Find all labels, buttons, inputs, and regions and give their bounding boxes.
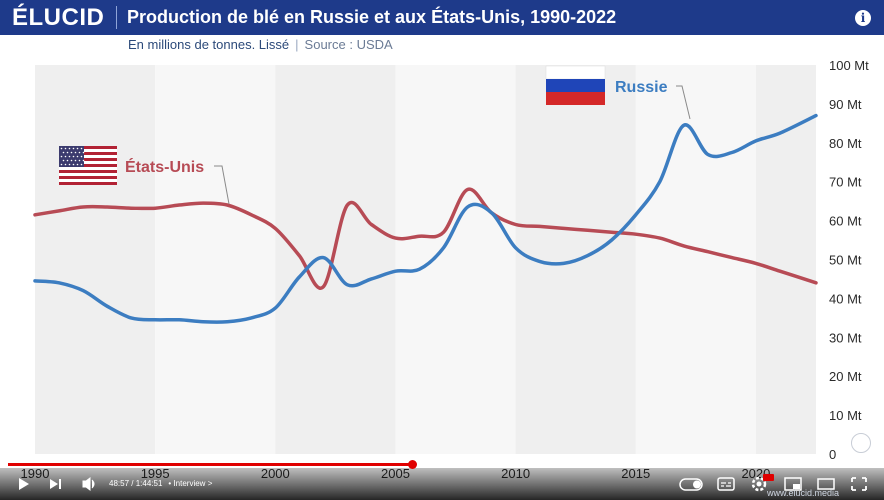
header-separator <box>116 6 117 29</box>
y-tick-label: 50 Mt <box>829 253 862 268</box>
subtitles-icon[interactable] <box>717 477 735 491</box>
time-display: 48:57 / 1:44:51 • Interview > <box>109 479 213 488</box>
progress-fill <box>8 463 413 466</box>
y-tick-label: 60 Mt <box>829 214 862 229</box>
year-band <box>275 65 396 454</box>
theater-icon[interactable] <box>817 478 835 490</box>
y-tick-label: 40 Mt <box>829 291 862 306</box>
next-icon[interactable] <box>50 479 61 489</box>
toggle-icon[interactable] <box>679 478 703 491</box>
y-tick-label: 100 Mt <box>829 58 869 73</box>
chart-header: ÉLUCID Production de blé en Russie et au… <box>0 0 884 35</box>
miniplayer-icon[interactable] <box>784 477 802 491</box>
y-tick-label: 20 Mt <box>829 369 862 384</box>
y-tick-label: 80 Mt <box>829 136 862 151</box>
year-bands <box>35 65 816 454</box>
year-band <box>755 65 816 454</box>
elucid-logo: ÉLUCID <box>12 4 105 31</box>
y-tick-label: 90 Mt <box>829 97 862 112</box>
russia-label: Russie <box>615 79 668 96</box>
russia-line <box>33 113 818 324</box>
year-band <box>35 65 156 454</box>
lightbulb-icon[interactable] <box>851 433 871 453</box>
chart-subtitle: En millions de tonnes. Lissé | Source : US… <box>128 37 393 52</box>
time-current: 48:57 <box>109 479 130 488</box>
hd-badge <box>763 474 774 481</box>
fullscreen-icon[interactable] <box>851 477 867 491</box>
year-band <box>155 65 276 454</box>
y-tick-label: 0 <box>829 447 836 462</box>
y-tick-label: 10 Mt <box>829 408 862 423</box>
volume-icon[interactable] <box>82 477 95 491</box>
usa-label: États-Unis <box>125 157 204 176</box>
subtitle-separator: | <box>295 37 299 52</box>
play-icon[interactable] <box>19 478 29 490</box>
unit-text: En millions de tonnes. Lissé <box>128 37 290 52</box>
chart-title: Production de blé en Russie et aux États… <box>127 7 617 27</box>
info-icon[interactable]: i <box>855 10 871 26</box>
progress-bar[interactable] <box>8 460 876 469</box>
watermark: www.elucid.media <box>767 488 840 498</box>
russia-leader-line <box>676 85 691 120</box>
usa-series <box>33 187 818 290</box>
year-band <box>395 65 516 454</box>
progress-knob[interactable] <box>408 460 418 469</box>
russia-flag-icon <box>545 65 606 105</box>
usa-line <box>33 187 818 290</box>
source-text: Source : USDA <box>304 37 393 52</box>
video-controls <box>0 468 884 500</box>
y-tick-label: 30 Mt <box>829 330 862 345</box>
y-tick-label: 70 Mt <box>829 175 862 190</box>
chapter-chevron-icon[interactable]: > <box>207 479 213 488</box>
chapter-label[interactable]: • Interview <box>168 479 206 488</box>
settings-icon[interactable] <box>751 476 767 492</box>
russia-series <box>33 113 818 324</box>
usa-leader-line <box>214 165 230 205</box>
y-axis-ticks: 0 10 Mt 20 Mt 30 Mt 40 Mt 50 Mt 60 Mt 70 Mt 80 M… <box>829 58 869 462</box>
time-total: 1:44:51 <box>135 479 163 488</box>
usa-flag-icon <box>59 146 117 185</box>
